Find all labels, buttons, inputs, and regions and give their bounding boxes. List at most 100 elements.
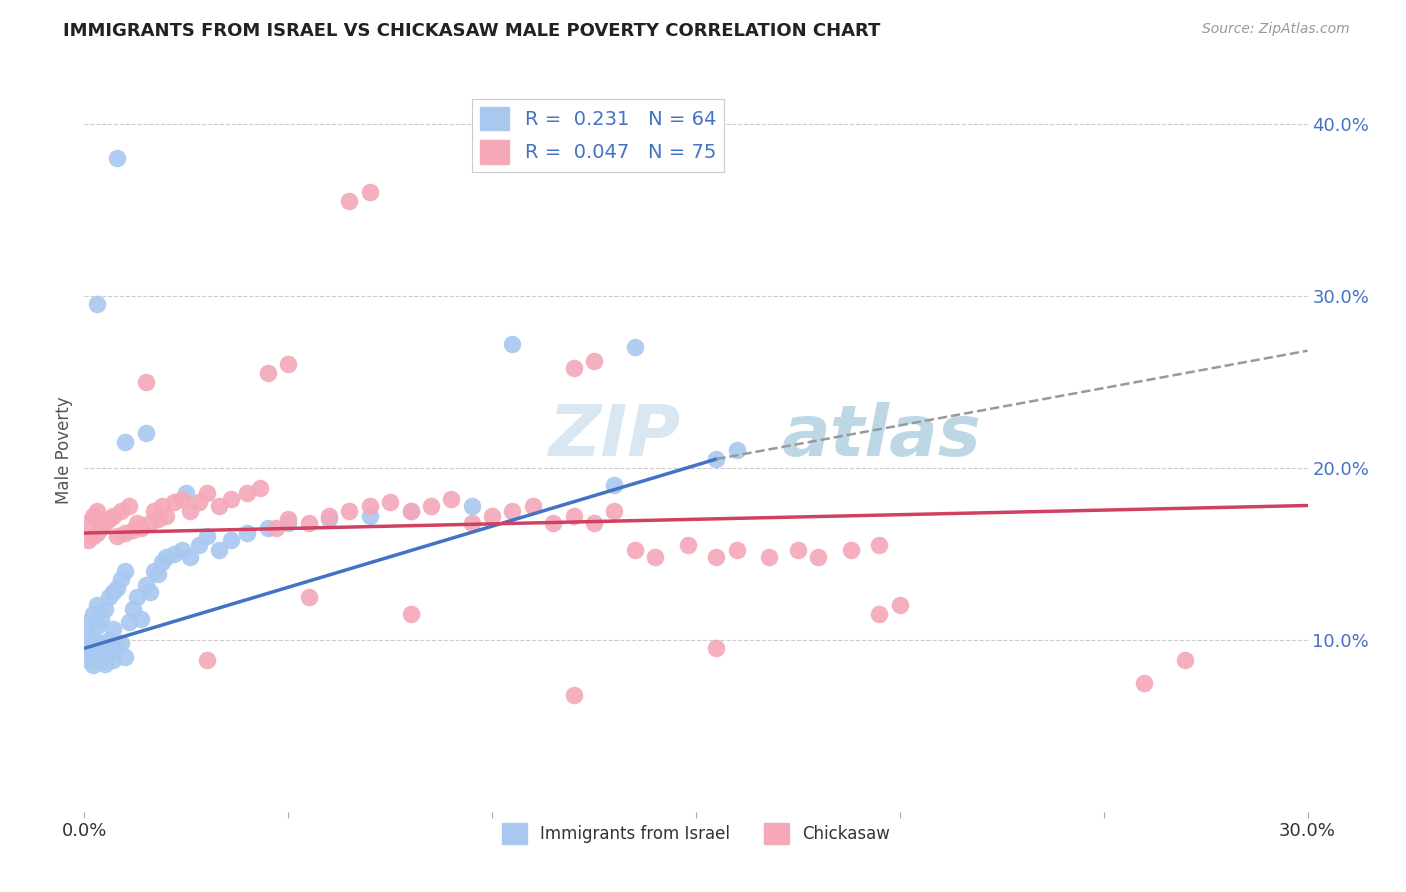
Point xyxy=(583,354,606,368)
Point xyxy=(208,543,231,558)
Point xyxy=(127,516,149,530)
Point xyxy=(706,550,728,565)
Point xyxy=(118,615,141,630)
Point xyxy=(298,590,321,604)
Point xyxy=(82,607,104,621)
Point xyxy=(359,499,381,513)
Point xyxy=(131,521,153,535)
Point xyxy=(399,503,422,517)
Point xyxy=(77,533,100,547)
Point xyxy=(208,499,231,513)
Point xyxy=(101,653,124,667)
Point xyxy=(90,649,112,664)
Point xyxy=(481,508,503,523)
Point xyxy=(277,516,299,530)
Point xyxy=(97,647,120,661)
Point xyxy=(155,550,177,565)
Point xyxy=(114,434,136,449)
Point xyxy=(105,151,128,165)
Point xyxy=(174,486,197,500)
Point xyxy=(725,543,748,558)
Point xyxy=(219,491,242,506)
Point xyxy=(114,564,136,578)
Point xyxy=(236,486,259,500)
Point xyxy=(502,336,524,351)
Point xyxy=(706,641,728,656)
Point xyxy=(82,632,104,647)
Point xyxy=(82,508,104,523)
Point xyxy=(725,443,748,458)
Point xyxy=(138,516,160,530)
Point xyxy=(90,612,112,626)
Point xyxy=(172,543,194,558)
Point xyxy=(522,499,544,513)
Point xyxy=(114,649,136,664)
Point xyxy=(82,529,104,543)
Point xyxy=(624,543,647,558)
Point xyxy=(86,297,108,311)
Point xyxy=(187,538,209,552)
Point xyxy=(583,516,606,530)
Legend: Immigrants from Israel, Chickasaw: Immigrants from Israel, Chickasaw xyxy=(495,817,897,850)
Text: ZIP: ZIP xyxy=(550,401,682,470)
Point xyxy=(889,599,911,613)
Point xyxy=(97,632,120,647)
Point xyxy=(807,550,830,565)
Point xyxy=(97,512,120,526)
Point xyxy=(142,564,165,578)
Point xyxy=(869,607,891,621)
Point xyxy=(359,508,381,523)
Point xyxy=(118,499,141,513)
Point xyxy=(86,526,108,541)
Point xyxy=(706,452,728,467)
Point xyxy=(339,194,361,208)
Point xyxy=(195,653,218,667)
Point xyxy=(264,521,287,535)
Point xyxy=(127,590,149,604)
Point xyxy=(562,688,585,702)
Point xyxy=(150,555,173,569)
Point xyxy=(277,512,299,526)
Point xyxy=(86,653,108,667)
Point xyxy=(339,503,361,517)
Point xyxy=(318,508,340,523)
Point xyxy=(603,478,626,492)
Text: Source: ZipAtlas.com: Source: ZipAtlas.com xyxy=(1202,22,1350,37)
Point xyxy=(93,516,115,530)
Point xyxy=(440,491,463,506)
Point xyxy=(77,615,100,630)
Point xyxy=(122,523,145,537)
Point xyxy=(93,657,115,671)
Point xyxy=(869,538,891,552)
Point xyxy=(399,503,422,517)
Point xyxy=(163,495,186,509)
Y-axis label: Male Poverty: Male Poverty xyxy=(55,397,73,504)
Point xyxy=(195,529,218,543)
Point xyxy=(461,499,484,513)
Point xyxy=(110,503,132,517)
Point xyxy=(122,601,145,615)
Point xyxy=(90,521,112,535)
Point xyxy=(105,641,128,656)
Point xyxy=(146,512,169,526)
Point xyxy=(82,647,104,661)
Point xyxy=(138,584,160,599)
Point xyxy=(86,619,108,633)
Point xyxy=(318,512,340,526)
Point xyxy=(97,590,120,604)
Point xyxy=(131,612,153,626)
Point xyxy=(219,533,242,547)
Text: IMMIGRANTS FROM ISRAEL VS CHICKASAW MALE POVERTY CORRELATION CHART: IMMIGRANTS FROM ISRAEL VS CHICKASAW MALE… xyxy=(63,22,880,40)
Point xyxy=(172,491,194,506)
Point xyxy=(135,375,157,389)
Point xyxy=(142,503,165,517)
Point xyxy=(249,481,271,495)
Point xyxy=(150,499,173,513)
Point xyxy=(195,486,218,500)
Point xyxy=(101,623,124,637)
Point xyxy=(257,521,280,535)
Point xyxy=(562,360,585,375)
Point xyxy=(236,526,259,541)
Point xyxy=(77,516,100,530)
Point xyxy=(277,358,299,372)
